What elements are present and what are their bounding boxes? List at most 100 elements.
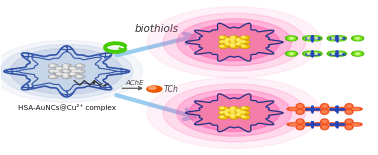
- Circle shape: [147, 77, 321, 148]
- Circle shape: [242, 36, 245, 38]
- Polygon shape: [330, 53, 332, 54]
- Text: AChE: AChE: [125, 80, 144, 86]
- Ellipse shape: [345, 124, 353, 130]
- Polygon shape: [121, 73, 122, 74]
- Ellipse shape: [297, 120, 302, 123]
- Polygon shape: [342, 124, 344, 125]
- Circle shape: [70, 69, 80, 73]
- Circle shape: [339, 38, 342, 39]
- Circle shape: [72, 70, 76, 72]
- Circle shape: [312, 37, 320, 40]
- Circle shape: [240, 115, 250, 119]
- Circle shape: [229, 40, 239, 44]
- Circle shape: [70, 73, 74, 74]
- Circle shape: [231, 114, 235, 116]
- Polygon shape: [306, 38, 307, 39]
- Circle shape: [64, 75, 67, 77]
- Circle shape: [303, 36, 315, 41]
- Circle shape: [236, 111, 246, 115]
- Ellipse shape: [322, 126, 327, 128]
- Circle shape: [225, 39, 229, 40]
- Polygon shape: [60, 93, 62, 94]
- Circle shape: [288, 52, 296, 55]
- Circle shape: [163, 13, 305, 71]
- Circle shape: [229, 111, 239, 115]
- Ellipse shape: [328, 123, 335, 125]
- Ellipse shape: [325, 107, 338, 111]
- Circle shape: [224, 111, 228, 113]
- Circle shape: [55, 67, 65, 71]
- Circle shape: [222, 40, 232, 44]
- Circle shape: [48, 69, 58, 73]
- Circle shape: [229, 108, 239, 112]
- Circle shape: [240, 111, 250, 115]
- Circle shape: [336, 52, 344, 55]
- Circle shape: [0, 40, 143, 102]
- Ellipse shape: [287, 123, 300, 126]
- Circle shape: [64, 66, 67, 68]
- Circle shape: [240, 44, 250, 49]
- Polygon shape: [311, 40, 314, 41]
- Circle shape: [310, 51, 322, 56]
- Circle shape: [225, 43, 229, 44]
- Polygon shape: [336, 126, 338, 127]
- Circle shape: [234, 109, 245, 113]
- Circle shape: [220, 111, 224, 113]
- Circle shape: [242, 111, 245, 113]
- Circle shape: [48, 75, 58, 79]
- Circle shape: [238, 111, 242, 113]
- Circle shape: [218, 40, 228, 44]
- Circle shape: [352, 36, 364, 41]
- Polygon shape: [27, 57, 29, 58]
- Ellipse shape: [352, 123, 359, 125]
- Ellipse shape: [314, 108, 322, 110]
- Polygon shape: [22, 55, 23, 56]
- Circle shape: [222, 111, 232, 115]
- Polygon shape: [342, 38, 344, 39]
- Circle shape: [163, 84, 305, 142]
- Circle shape: [218, 115, 228, 119]
- Polygon shape: [306, 108, 307, 110]
- Circle shape: [229, 106, 239, 111]
- Circle shape: [62, 75, 71, 79]
- Polygon shape: [311, 126, 314, 127]
- Polygon shape: [342, 53, 344, 54]
- Circle shape: [147, 7, 321, 78]
- Polygon shape: [330, 108, 332, 110]
- Circle shape: [224, 42, 234, 46]
- Ellipse shape: [347, 110, 352, 113]
- Circle shape: [290, 38, 293, 39]
- Ellipse shape: [345, 109, 353, 114]
- Polygon shape: [186, 94, 283, 132]
- Circle shape: [75, 75, 85, 79]
- Circle shape: [356, 38, 359, 39]
- Polygon shape: [318, 108, 319, 110]
- Polygon shape: [11, 69, 12, 70]
- Circle shape: [220, 36, 224, 38]
- Circle shape: [64, 70, 67, 72]
- Ellipse shape: [296, 109, 304, 114]
- Circle shape: [234, 113, 245, 117]
- Ellipse shape: [352, 108, 359, 110]
- Circle shape: [311, 124, 314, 125]
- Circle shape: [50, 75, 54, 77]
- Circle shape: [75, 69, 85, 73]
- Polygon shape: [105, 89, 106, 90]
- Circle shape: [48, 64, 58, 68]
- Ellipse shape: [321, 124, 328, 130]
- Ellipse shape: [311, 107, 324, 111]
- Circle shape: [240, 106, 250, 111]
- Circle shape: [242, 116, 245, 117]
- Circle shape: [68, 72, 78, 76]
- Ellipse shape: [325, 123, 338, 126]
- Circle shape: [220, 45, 224, 47]
- Ellipse shape: [297, 105, 302, 108]
- Circle shape: [354, 37, 362, 40]
- Ellipse shape: [347, 126, 352, 128]
- Circle shape: [62, 73, 71, 77]
- Circle shape: [231, 44, 235, 45]
- Circle shape: [75, 64, 85, 68]
- Circle shape: [240, 40, 250, 44]
- Polygon shape: [110, 55, 112, 56]
- Circle shape: [62, 66, 71, 70]
